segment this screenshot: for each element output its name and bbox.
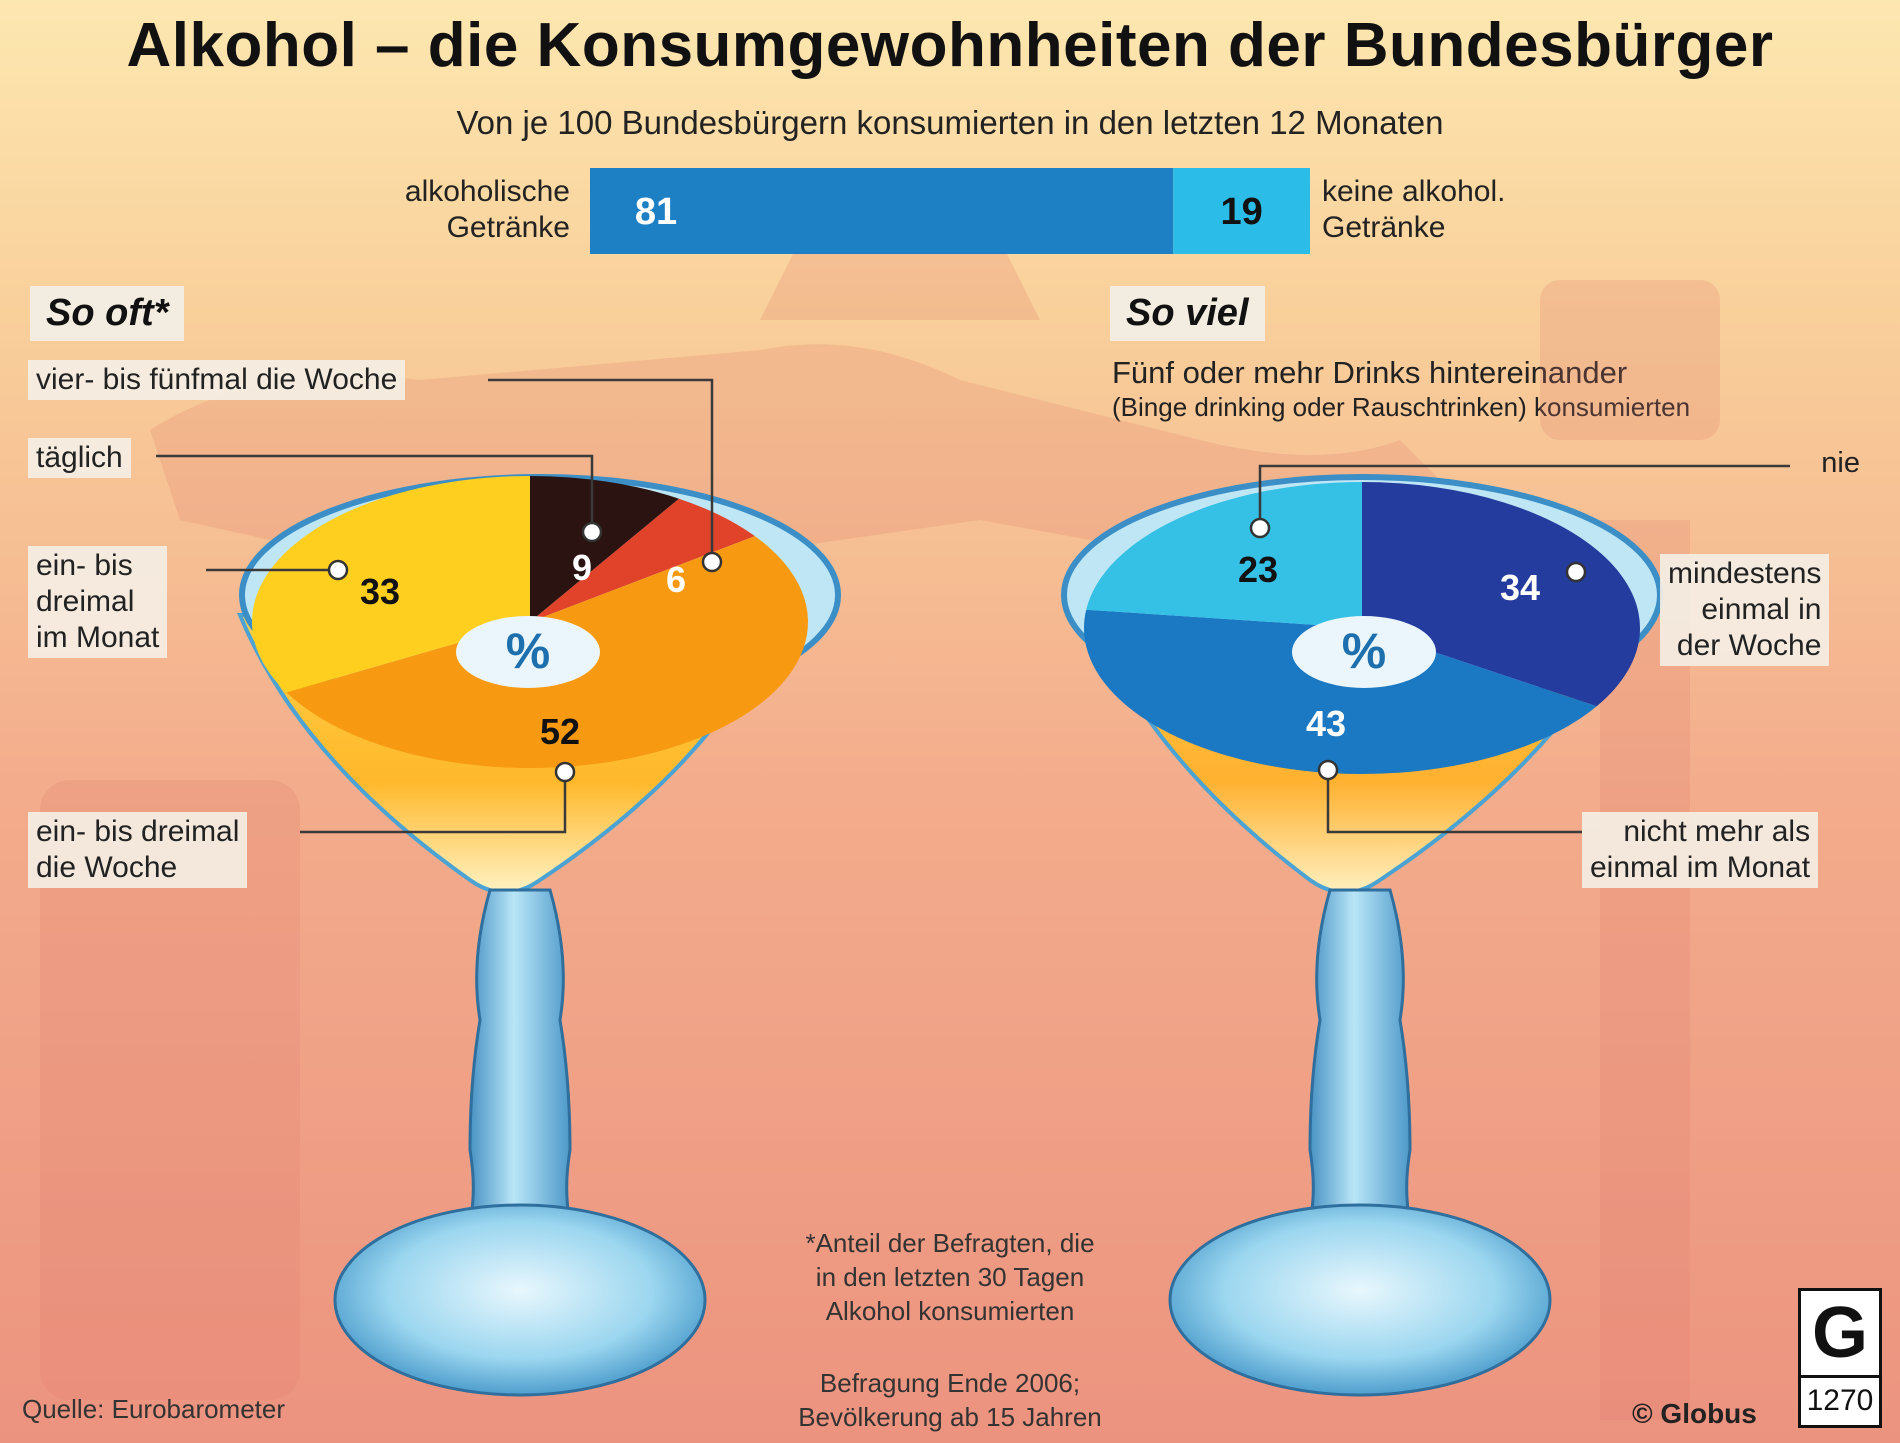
label-four-five: vier- bis fünfmal die Woche (28, 360, 406, 400)
label-never: nie (1821, 447, 1860, 479)
bar-value-1: 81 (635, 191, 677, 233)
footnote-line-1: *Anteil der Befragten, die (805, 1228, 1095, 1258)
source-note: Quelle: Eurobarometer (22, 1394, 286, 1424)
pie-slice-4 (251, 476, 530, 693)
dot-monthly (327, 559, 349, 581)
pie-center-badge (456, 616, 600, 688)
pie-slice-2 (530, 498, 755, 622)
bar-left-label-line-1: alkoholische (404, 175, 570, 208)
pie-value-1: 34 (1500, 567, 1540, 608)
so-viel-description-line-2: (Binge drinking oder Rauschtrinken) kons… (1112, 392, 1691, 422)
survey-note-line-1: Befragung Ende 2006; (819, 1368, 1081, 1398)
dot-right-weekly (1565, 561, 1587, 583)
leader-right-monthly (1326, 770, 1582, 834)
pie-value-3: 23 (1238, 549, 1278, 590)
pie-unit-label: % (506, 623, 550, 679)
dot-right-monthly (1317, 759, 1339, 781)
so-viel-description: Fünf oder mehr Drinks hintereinander (Bi… (1112, 356, 1892, 424)
so-viel-description-line-1: Fünf oder mehr Drinks hintereinander (1112, 355, 1628, 390)
page-title: Alkohol – die Konsumgewohnheiten der Bun… (126, 11, 1774, 80)
leader-daily (156, 454, 594, 532)
label-monthly-line-3: im Monat (36, 621, 160, 654)
label-monthly-line-1: ein- bis (36, 549, 133, 582)
bar-right-label-line-1: keine alkohol. (1322, 175, 1506, 208)
pie-value-2: 43 (1306, 703, 1346, 744)
pie-so-oft: % 9 6 52 33 (251, 476, 808, 768)
page-subtitle: Von je 100 Bundesbürgern konsumierten in… (456, 104, 1444, 141)
glass-right-base (1168, 1203, 1552, 1397)
globus-logo: G 1270 (1798, 1288, 1882, 1428)
pie-slice-1 (530, 476, 679, 622)
bar-value-2: 19 (1220, 191, 1262, 233)
survey-note: Befragung Ende 2006; Bevölkerung ab 15 J… (720, 1366, 1180, 1434)
label-weekly-line-1: ein- bis dreimal (36, 815, 240, 848)
dot-four-five (701, 551, 723, 573)
footnote: *Anteil der Befragten, die in den letzte… (720, 1226, 1180, 1328)
label-daily: täglich (28, 438, 131, 478)
footnote-line-2: in den letzten 30 Tagen (815, 1262, 1085, 1292)
globus-logo-letter: G (1811, 1293, 1868, 1373)
label-right-weekly-line-2: einmal in (1701, 593, 1822, 626)
pie-value-3: 52 (540, 711, 580, 752)
label-weekly-line-2: die Woche (36, 851, 178, 884)
label-right-monthly-line-1: nicht mehr als (1623, 815, 1811, 848)
section-so-oft: So oft* (30, 286, 185, 341)
pie-unit-label: % (1342, 623, 1386, 679)
glass-left-base (333, 1203, 707, 1397)
glass-left-stem (457, 888, 583, 1252)
bar-left-label-line-2: Getränke (446, 211, 570, 244)
globus-logo-number: 1270 (1801, 1375, 1879, 1424)
section-so-viel: So viel (1110, 286, 1265, 341)
pie-center-badge (1292, 616, 1436, 688)
pie-slice-3 (1086, 482, 1362, 628)
label-right-weekly-line-1: mindestens (1668, 557, 1822, 590)
label-right-monthly: nicht mehr als einmal im Monat (1582, 812, 1819, 888)
footnote-line-3: Alkohol konsumierten (825, 1296, 1075, 1326)
label-monthly-line-2: dreimal (36, 585, 135, 618)
pie-value-1: 9 (572, 547, 592, 588)
dot-weekly (554, 761, 576, 783)
leader-lines (156, 378, 1790, 834)
label-monthly: ein- bis dreimal im Monat (28, 546, 168, 658)
leader-weekly (300, 772, 567, 834)
bar-right-label-line-2: Getränke (1322, 211, 1446, 244)
label-right-monthly-line-2: einmal im Monat (1590, 851, 1811, 884)
dot-never (1249, 517, 1271, 539)
copyright: © Globus (1632, 1398, 1757, 1429)
leader-never (1258, 464, 1790, 528)
glass-right-stem (1297, 888, 1423, 1252)
label-right-weekly-line-3: der Woche (1676, 629, 1822, 662)
bar-segment-1 (590, 168, 1174, 254)
pie-value-4: 33 (360, 571, 400, 612)
leader-four-five (488, 378, 714, 562)
leader-dots (327, 517, 1587, 783)
pie-so-viel: % 34 43 23 (1084, 482, 1640, 774)
survey-note-line-2: Bevölkerung ab 15 Jahren (798, 1402, 1102, 1432)
label-weekly: ein- bis dreimal die Woche (28, 812, 248, 888)
stacked-bar: 81 19 (590, 168, 1310, 254)
pie-slice-2 (1084, 609, 1597, 774)
pie-value-2: 6 (666, 559, 686, 600)
label-right-weekly: mindestens einmal in der Woche (1660, 554, 1830, 666)
bar-left-label: alkoholische Getränke (300, 174, 570, 246)
dot-daily (581, 521, 603, 543)
bar-segment-2 (1173, 168, 1310, 254)
bar-right-label: keine alkohol. Getränke (1322, 174, 1622, 246)
